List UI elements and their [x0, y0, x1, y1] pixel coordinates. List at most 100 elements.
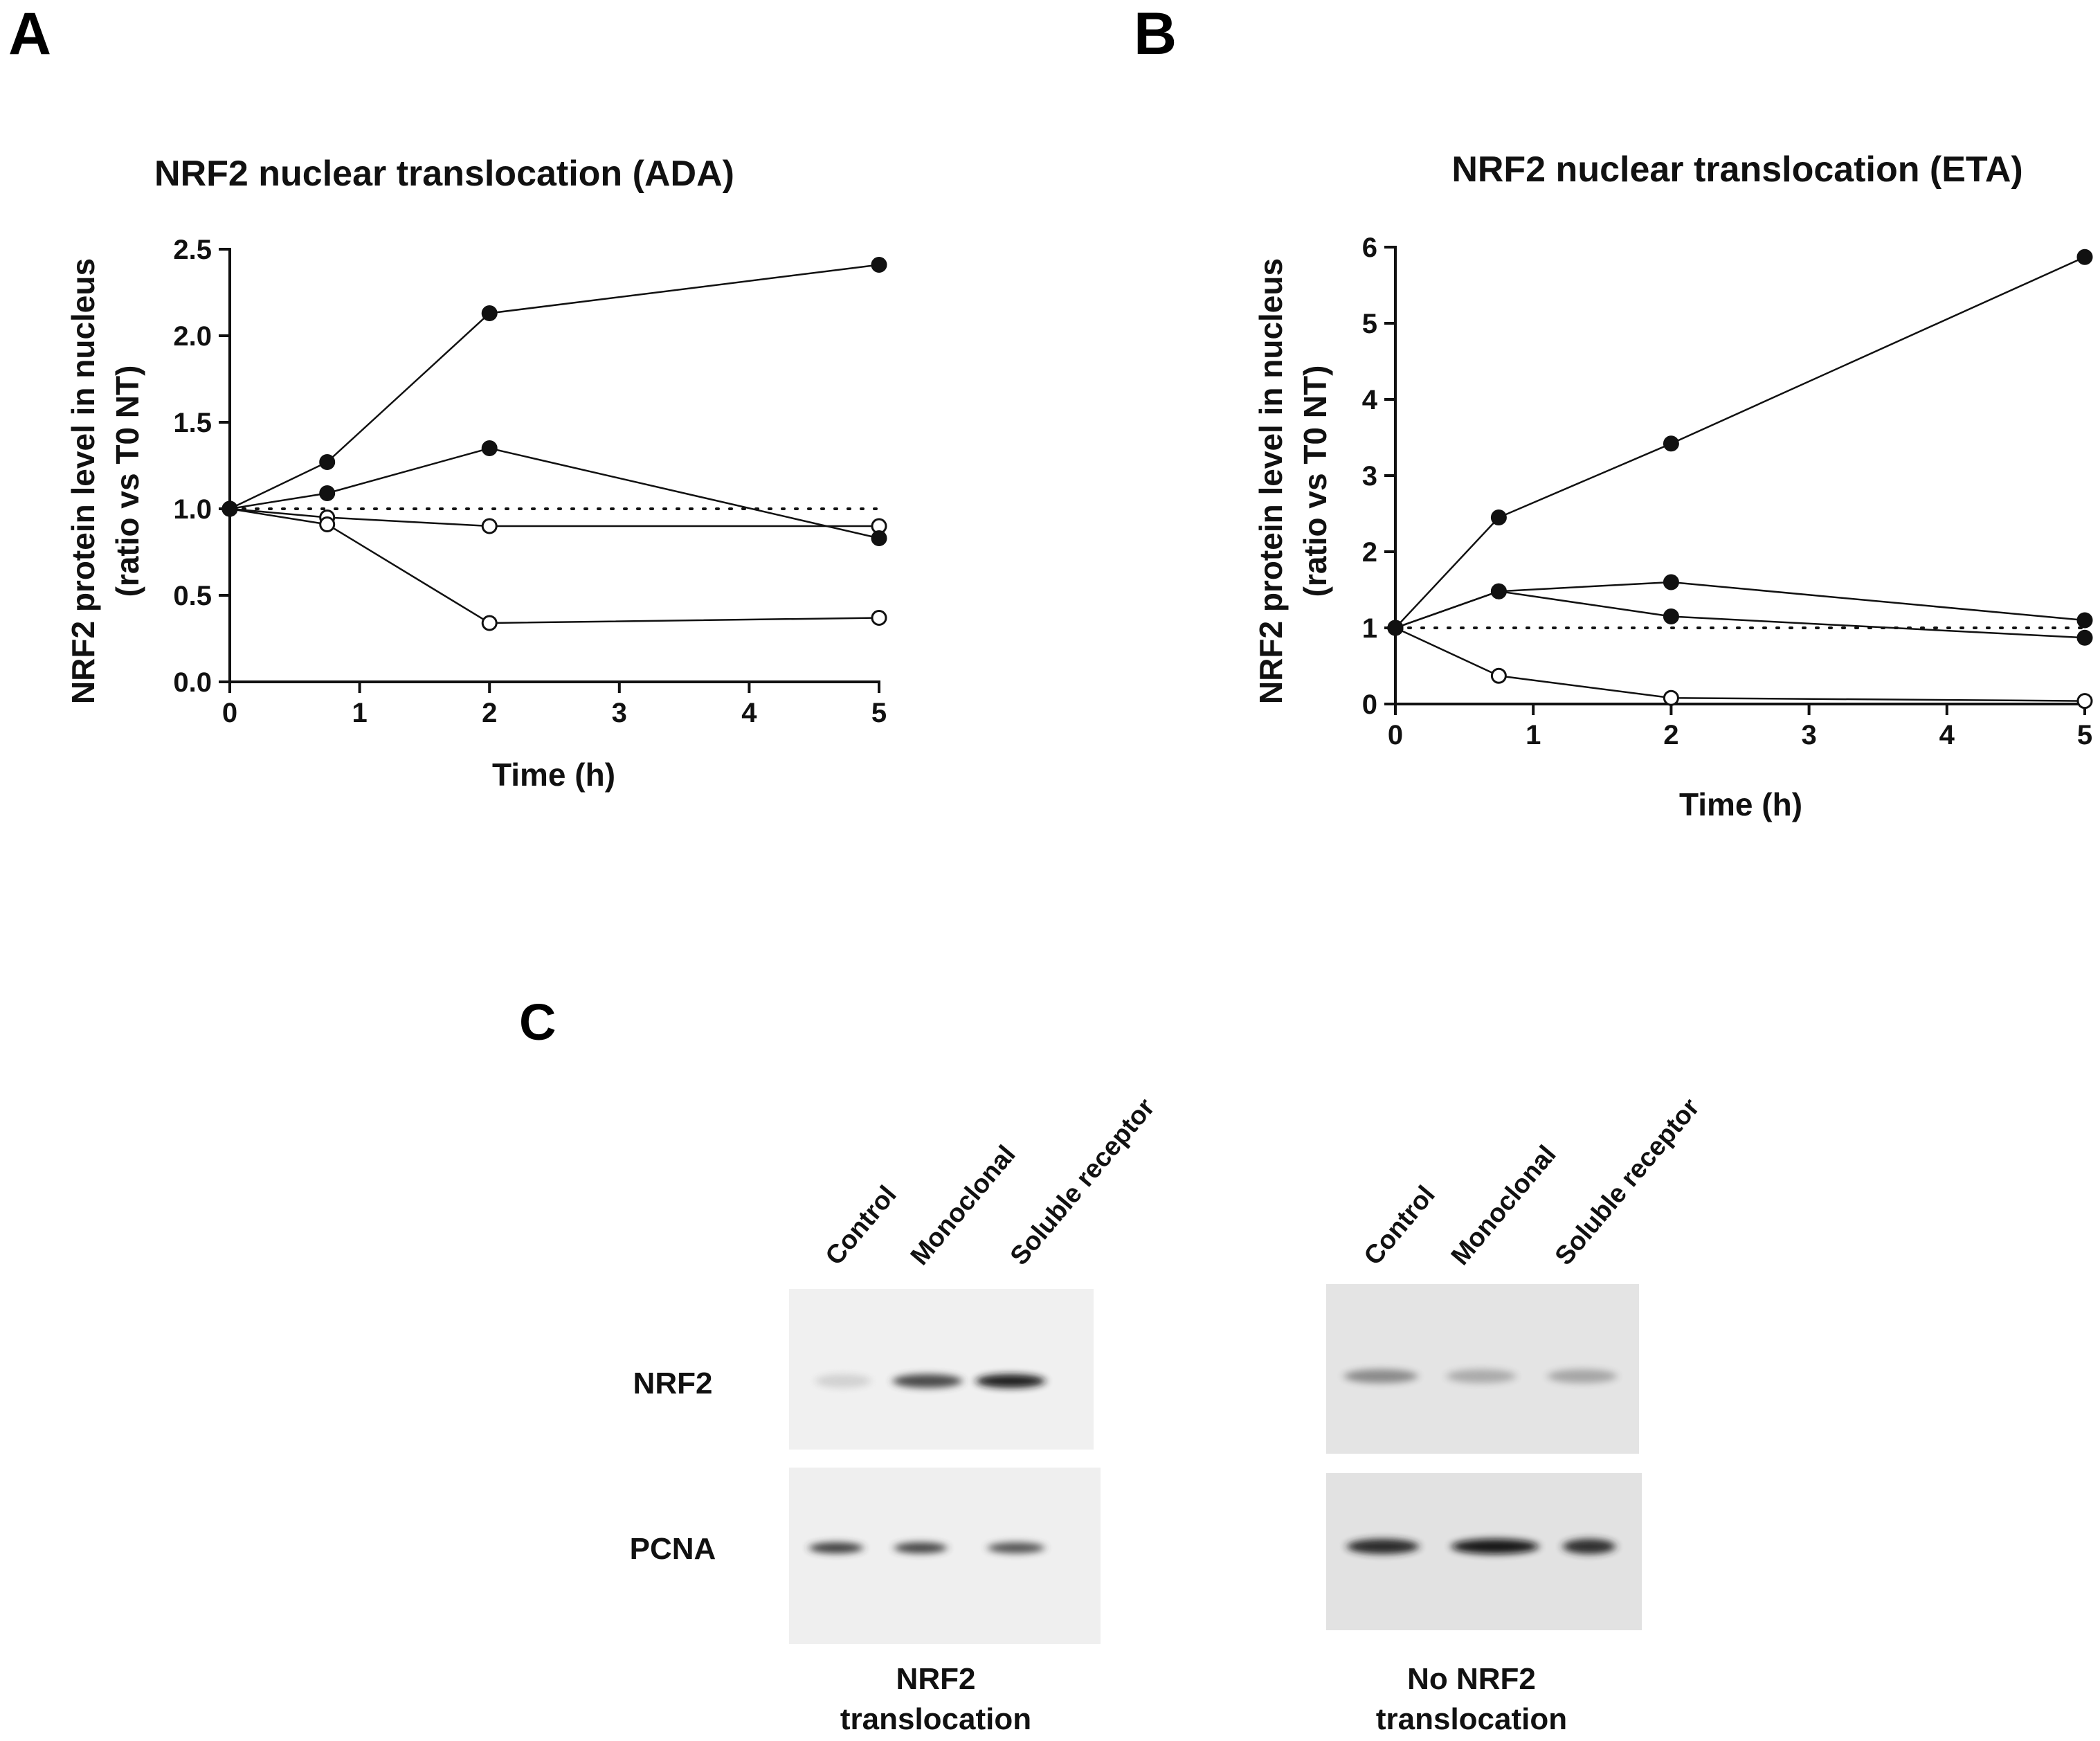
chart-b-series-3-point: [1490, 583, 1507, 599]
chart-b-series-2-point: [1663, 574, 1679, 590]
blot-2-lane-label-control: Control: [1359, 1180, 1441, 1270]
blot-1-lane-label-control: Control: [820, 1180, 903, 1270]
chart-b-y-tick-label: 4: [1362, 385, 1378, 415]
chart-a-series-3-line: [229, 507, 879, 527]
chart-a-x-tick-label: 3: [612, 698, 627, 728]
chart-a-y-tick-label: 2.5: [173, 235, 212, 265]
blot-2-nrf2-band-2: [1447, 1369, 1516, 1383]
chart-b-series-3-point: [1387, 620, 1404, 636]
chart-a-x-tick-label: 0: [222, 698, 237, 728]
blot-row-label-pcna: PCNA: [630, 1532, 716, 1566]
chart-b-plot: 0 1 2 3 4 5 6 0 1 2 3 4 5: [1362, 233, 2093, 750]
chart-b-series-3-point: [2076, 629, 2093, 646]
blot-2-pcna-band-2: [1451, 1539, 1539, 1554]
blot-2-nrf2-band-1: [1344, 1369, 1418, 1383]
panel-letter-b: B: [1134, 1, 1177, 67]
chart-a-series-4-line: [229, 507, 880, 624]
chart-b: NRF2 nuclear translocation (ETA) NRF2 pr…: [1253, 150, 2093, 822]
blot-2-caption-line1: No NRF2: [1407, 1662, 1536, 1696]
chart-a-y-tick-label: 0.0: [173, 667, 212, 698]
chart-b-series-1-point: [1663, 435, 1679, 452]
chart-b-series-3-line: [1395, 590, 2085, 639]
blot-row-label-nrf2: NRF2: [633, 1366, 713, 1400]
blot-1-lane-label-monoclonal: Monoclonal: [905, 1140, 1022, 1271]
chart-a-series-1-point: [871, 257, 887, 273]
panel-letter-a: A: [8, 1, 51, 67]
chart-b-x-tick-label: 0: [1388, 720, 1403, 750]
chart-b-y-tick-label: 1: [1362, 613, 1377, 644]
blot-1-pcna-band-2: [894, 1542, 947, 1553]
chart-a-plot: 0.0 0.5 1.0 1.5 2.0 2.5 0 1 2 3 4 5: [173, 235, 887, 728]
blot-1-caption-line2: translocation: [840, 1702, 1031, 1736]
chart-a-y-tick-label: 1.5: [173, 408, 212, 438]
blot-1-lane-label-soluble-receptor: Soluble receptor: [1005, 1093, 1161, 1271]
blot-1-pcna-band-1: [809, 1542, 863, 1553]
blot-1-nrf2-band-2: [893, 1374, 962, 1388]
chart-b-x-tick-label: 4: [1939, 720, 1955, 750]
chart-b-y-tick-label: 2: [1362, 537, 1377, 568]
chart-a-title: NRF2 nuclear translocation (ADA): [154, 154, 734, 194]
chart-b-x-tick-label: 2: [1663, 720, 1678, 750]
chart-b-ylabel-line1: NRF2 protein level in nucleus: [1253, 258, 1289, 704]
chart-b-y-tick-label: 3: [1362, 461, 1377, 491]
chart-a-series-1-point: [319, 454, 336, 470]
blot-1-nrf2-band-1: [815, 1374, 871, 1388]
blot-2-pcna-band-1: [1347, 1539, 1419, 1554]
blot-2-caption-line2: translocation: [1376, 1702, 1567, 1736]
chart-a-series-1-point: [481, 305, 498, 321]
blot-1-pcna-band-3: [988, 1542, 1044, 1553]
chart-b-series-4-point: [1663, 689, 1679, 706]
chart-a-series-4-point: [319, 516, 336, 532]
panel-letter-c: C: [519, 993, 556, 1051]
chart-b-series-3-point: [1663, 608, 1679, 624]
chart-b-title: NRF2 nuclear translocation (ETA): [1451, 150, 2022, 190]
blot-bands: [809, 1369, 1617, 1554]
chart-b-y-tick-label: 5: [1362, 309, 1377, 339]
blot-2-nrf2-membrane: [1326, 1284, 1639, 1454]
chart-b-series-4-point: [1490, 667, 1507, 684]
chart-b-series-1-point: [1490, 509, 1507, 525]
blot-2-lane-label-soluble-receptor: Soluble receptor: [1550, 1093, 1705, 1271]
blot-1-pcna-membrane: [789, 1468, 1101, 1644]
chart-a-x-tick-label: 5: [871, 698, 887, 728]
chart-a-y-tick-label: 1.0: [173, 494, 212, 525]
blot-2-lane-label-monoclonal: Monoclonal: [1446, 1140, 1562, 1271]
chart-a-series-2-line: [229, 447, 880, 539]
chart-a-ylabel-line1: NRF2 protein level in nucleus: [65, 258, 101, 704]
chart-a-series-2-point: [871, 530, 887, 546]
chart-a-y-tick-label: 0.5: [173, 581, 212, 611]
chart-a-x-tick-label: 4: [741, 698, 757, 728]
chart-a-y-tick-label: 2.0: [173, 321, 212, 352]
chart-b-xlabel: Time (h): [1679, 786, 1802, 822]
chart-a-x-tick-label: 1: [352, 698, 367, 728]
chart-b-series-4-line: [1395, 626, 2085, 702]
chart-a-series-2-point: [481, 440, 498, 456]
chart-a-series-1-line: [229, 264, 880, 510]
chart-b-x-tick-label: 5: [2077, 720, 2092, 750]
chart-a-series-4-point: [481, 615, 498, 631]
chart-b-series-1-line: [1395, 256, 2085, 629]
chart-b-series-1-point: [2076, 249, 2093, 265]
chart-b-y-tick-label: 0: [1362, 689, 1377, 720]
chart-b-x-tick-label: 1: [1526, 720, 1541, 750]
blot-1-caption-line1: NRF2: [896, 1662, 976, 1696]
chart-b-x-tick-label: 3: [1801, 720, 1816, 750]
chart-a-series-2-point: [319, 485, 336, 501]
chart-a-series-2-point: [221, 500, 238, 517]
blot-2-nrf2-band-3: [1548, 1369, 1617, 1383]
chart-b-y-tick-label: 6: [1362, 233, 1377, 263]
chart-a-x-tick-label: 2: [482, 698, 497, 728]
chart-b-ylabel-line2: (ratio vs T0 NT): [1297, 366, 1333, 597]
chart-b-series-4-point: [2076, 693, 2093, 710]
chart-a-xlabel: Time (h): [492, 757, 615, 793]
blot-2-pcna-band-3: [1563, 1539, 1615, 1554]
chart-a-series-3-point: [481, 518, 498, 534]
chart-a-series-4-point: [871, 610, 887, 626]
chart-a: NRF2 nuclear translocation (ADA) NRF2 pr…: [65, 154, 887, 793]
chart-b-series-2-point: [2076, 612, 2093, 629]
western-blots: NRF2 PCNA Control Monoclonal Soluble rec…: [630, 1093, 1705, 1736]
blot-1-nrf2-membrane: [789, 1289, 1094, 1450]
chart-a-ylabel-line2: (ratio vs T0 NT): [109, 366, 145, 597]
blot-1-nrf2-band-3: [976, 1374, 1045, 1388]
